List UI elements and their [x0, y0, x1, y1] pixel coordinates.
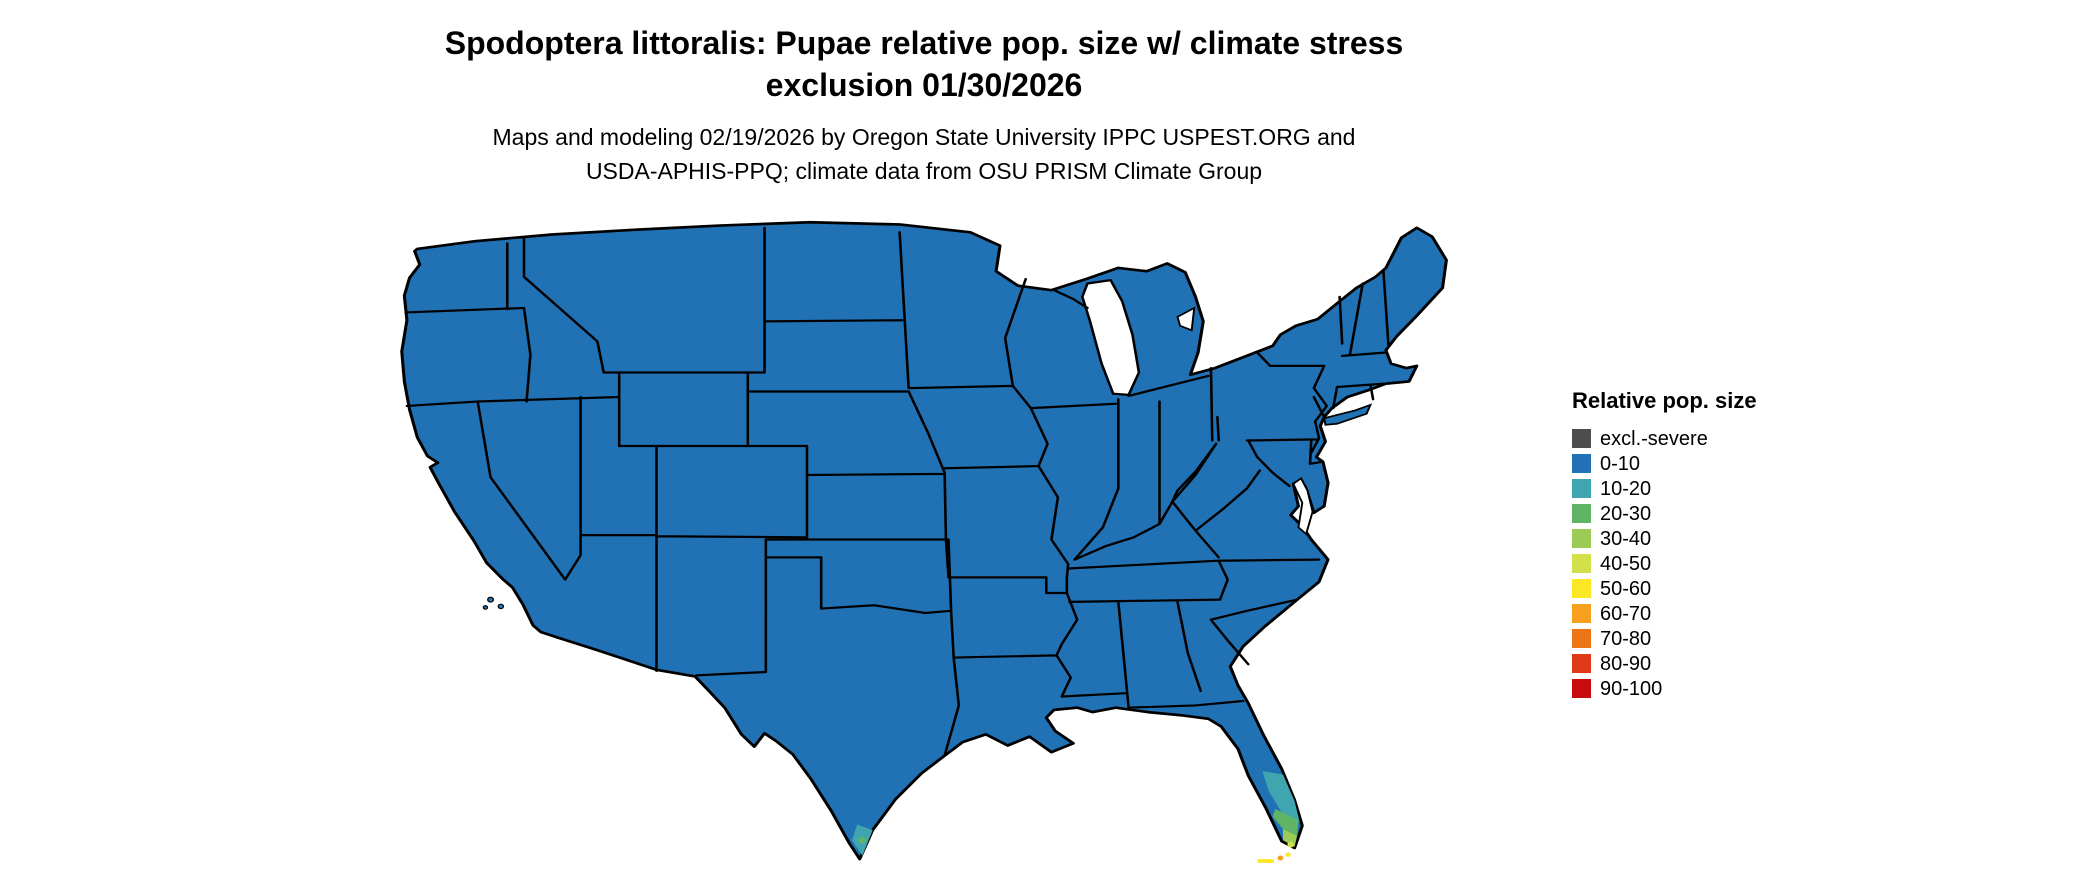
figure-subtitle: Maps and modeling 02/19/2026 by Oregon S… [0, 120, 1848, 188]
subtitle-line-2: USDA-APHIS-PPQ; climate data from OSU PR… [585, 158, 1263, 184]
legend-label-80-90: 80-90 [1600, 652, 1652, 675]
south-florida-patch-10-20 [1262, 771, 1300, 823]
legend-label-10-20: 10-20 [1600, 477, 1652, 500]
map-legend: Relative pop. size excl.-severe 0-10 10-20… [1572, 388, 1892, 701]
legend-item-20-30: 20-30 [1572, 501, 1892, 526]
legend-item-50-60: 50-60 [1572, 576, 1892, 601]
legend-label-60-70: 60-70 [1600, 602, 1652, 625]
us-landmass [400, 220, 1448, 861]
legend-label-30-40: 30-40 [1600, 527, 1652, 550]
legend-swatch-0-10 [1572, 454, 1591, 473]
page-title: Spodoptera littoralis: Pupae relative po… [0, 22, 1848, 106]
figure-header: Spodoptera littoralis: Pupae relative po… [0, 22, 1848, 188]
south-florida-patch-20-30 [1272, 808, 1299, 836]
legend-label-20-30: 20-30 [1600, 502, 1652, 525]
saginaw-bay [1176, 306, 1196, 332]
long-island [1323, 403, 1373, 426]
legend-swatch-70-80 [1572, 629, 1591, 648]
legend-label-excl.-severe: excl.-severe [1600, 427, 1708, 450]
legend-label-50-60: 50-60 [1600, 577, 1652, 600]
legend-swatch-10-20 [1572, 479, 1591, 498]
florida-keys [1257, 852, 1291, 863]
legend-item-70-80: 70-80 [1572, 626, 1892, 651]
us-map [295, 210, 1530, 878]
legend-label-40-50: 40-50 [1600, 552, 1652, 575]
legend-swatch-80-90 [1572, 654, 1591, 673]
chesapeake-bay [1292, 476, 1314, 536]
legend-swatch-excl.-severe [1572, 429, 1591, 448]
legend-swatch-20-30 [1572, 504, 1591, 523]
legend-title: Relative pop. size [1572, 388, 1757, 413]
legend-items: excl.-severe 0-10 10-20 20-30 30-40 40-50 50-6… [1572, 426, 1892, 701]
legend-item-90-100: 90-100 [1572, 676, 1892, 701]
legend-swatch-90-100 [1572, 679, 1591, 698]
keys-dot-50-60 [1285, 852, 1291, 857]
legend-swatch-40-50 [1572, 554, 1591, 573]
legend-item-10-20: 10-20 [1572, 476, 1892, 501]
legend-item-40-50: 40-50 [1572, 551, 1892, 576]
channel-islands [482, 596, 505, 610]
state-borders [404, 226, 1390, 757]
south-florida-patch-30-40 [1283, 829, 1298, 847]
legend-item-60-70: 60-70 [1572, 601, 1892, 626]
title-line-1: Spodoptera littoralis: Pupae relative po… [444, 25, 1404, 61]
legend-label-0-10: 0-10 [1600, 452, 1641, 475]
keys-dot-60-70 [1277, 855, 1284, 861]
legend-label-70-80: 70-80 [1600, 627, 1652, 650]
legend-label-90-100: 90-100 [1600, 677, 1663, 700]
subtitle-line-1: Maps and modeling 02/19/2026 by Oregon S… [492, 124, 1356, 150]
south-texas-dot-20-30 [858, 836, 867, 844]
legend-item-excl.-severe: excl.-severe [1572, 426, 1892, 451]
legend-item-0-10: 0-10 [1572, 451, 1892, 476]
legend-item-30-40: 30-40 [1572, 526, 1892, 551]
legend-swatch-30-40 [1572, 529, 1591, 548]
south-florida-dot-40-50 [1287, 841, 1295, 848]
legend-item-80-90: 80-90 [1572, 651, 1892, 676]
legend-swatch-60-70 [1572, 604, 1591, 623]
keys-segment-50-60 [1257, 859, 1274, 863]
us-map-svg [400, 220, 1448, 863]
title-line-2: exclusion 01/30/2026 [765, 67, 1083, 103]
legend-swatch-50-60 [1572, 579, 1591, 598]
